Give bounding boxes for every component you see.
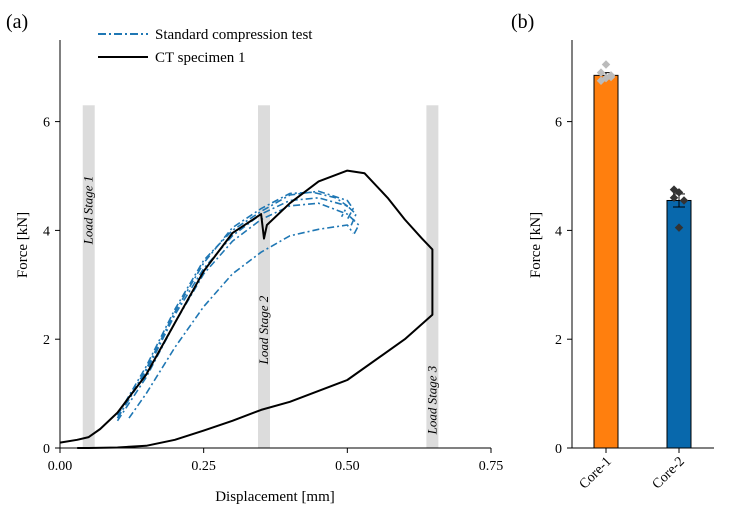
x-tick-label-a: 0.50 [335, 459, 360, 474]
legend-label-ct: CT specimen 1 [155, 50, 246, 66]
legend-label-standard: Standard compression test [155, 27, 313, 43]
standard-test-line [116, 190, 354, 416]
y-axis-title-b: Force [kN] [528, 212, 544, 278]
category-label: Core-1 [577, 454, 615, 492]
x-tick-label-a: 0.75 [479, 459, 504, 474]
y-tick-label-b: 2 [555, 333, 562, 348]
standard-test-line [116, 197, 357, 419]
standard-test-line [116, 191, 349, 419]
y-tick-label-b: 6 [555, 116, 562, 131]
load-stage-label: Load Stage 2 [256, 295, 271, 365]
y-tick-label-a: 2 [43, 333, 50, 348]
standard-test-line [116, 202, 360, 422]
bar-core-1 [593, 74, 619, 449]
load-stage-label: Load Stage 3 [424, 365, 439, 435]
bar-core-2 [666, 199, 692, 449]
x-tick-label-a: 0.00 [48, 459, 73, 474]
legend-a: Standard compression test CT specimen 1 [98, 27, 313, 66]
x-axis-title-a: Displacement [mm] [215, 489, 335, 505]
x-tick-label-a: 0.25 [191, 459, 216, 474]
panel-a: (a) 0.00 0.25 0.50 0.75 0 2 4 6 Load Stage 1 Loa… [6, 11, 503, 505]
standard-test-line [128, 224, 354, 419]
panel-b-label: (b) [511, 11, 534, 33]
y-tick-label-b: 0 [555, 442, 562, 457]
y-axis-title-a: Force [kN] [15, 212, 31, 278]
y-tick-label-a: 4 [43, 224, 50, 239]
y-tick-label-a: 0 [43, 442, 50, 457]
data-point [601, 60, 611, 69]
panel-b: (b) 0 2 4 6 Core-1 Core-2 Force [kN] [511, 11, 714, 492]
panel-a-label: (a) [6, 11, 28, 33]
load-stage-label: Load Stage 1 [81, 176, 96, 246]
y-tick-label-a: 6 [43, 116, 50, 131]
load-stage-band [258, 105, 271, 448]
category-label: Core-2 [650, 454, 688, 492]
ct-specimen-line [59, 169, 434, 449]
y-tick-label-b: 4 [555, 224, 562, 239]
load-stage-band [82, 105, 95, 448]
